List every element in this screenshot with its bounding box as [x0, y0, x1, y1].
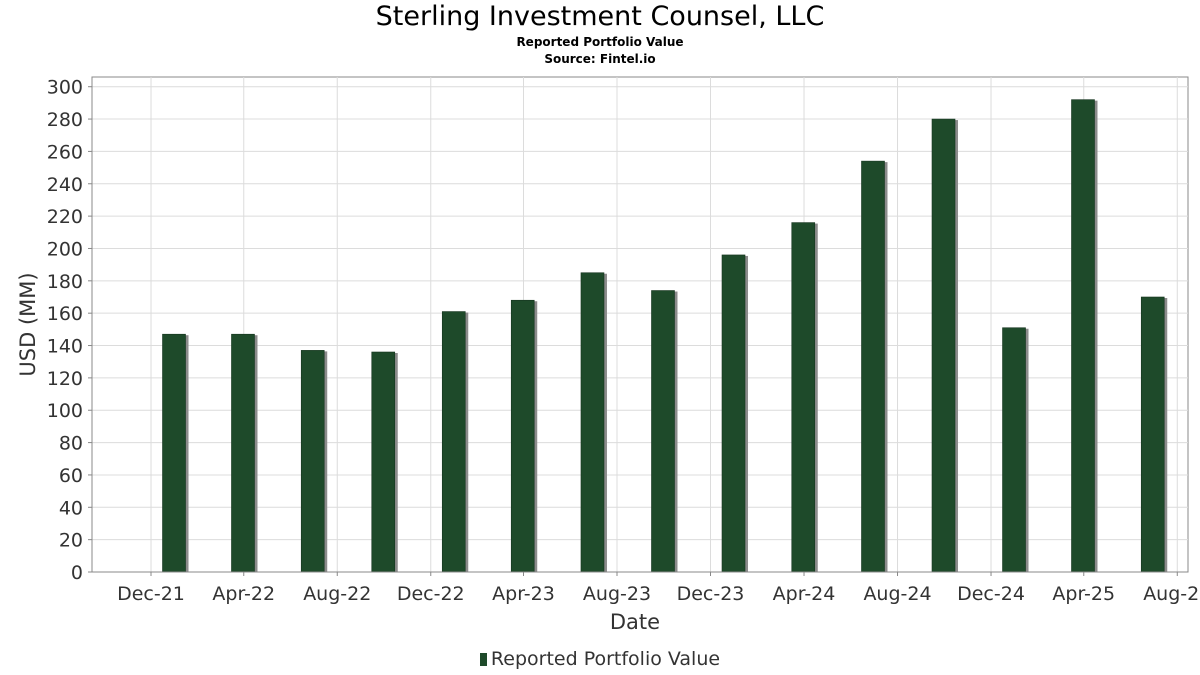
bar	[580, 272, 605, 573]
y-tick-label: 300	[47, 77, 83, 99]
y-tick-label: 180	[47, 271, 83, 293]
bar	[510, 299, 535, 573]
legend-swatch	[479, 653, 487, 666]
bar	[791, 222, 816, 573]
bar	[931, 118, 956, 573]
x-tick-label: Aug-23	[583, 583, 651, 605]
y-tick-label: 240	[47, 174, 83, 196]
bar	[441, 311, 466, 573]
x-tick-label: Aug-22	[303, 583, 371, 605]
bar	[1002, 327, 1026, 573]
y-tick-label: 40	[59, 497, 83, 519]
x-tick-label: Dec-22	[397, 583, 465, 605]
x-tick-label: Apr-23	[492, 583, 555, 605]
x-tick-label: Aug-25	[1143, 583, 1200, 605]
bar	[162, 333, 186, 573]
x-tick-label: Apr-22	[212, 583, 275, 605]
axes: 0 20 40 60 80 100 120 140 160 180 200 220 240 260 280 3…	[47, 77, 1200, 605]
bar	[721, 254, 746, 573]
bar	[1140, 296, 1165, 573]
bar	[861, 160, 885, 573]
x-tick-label: Apr-24	[773, 583, 836, 605]
x-tick-label: Apr-25	[1052, 583, 1115, 605]
x-axis-title: Date	[610, 610, 660, 634]
y-tick-label: 160	[47, 303, 83, 325]
x-tick-label: Dec-21	[117, 583, 185, 605]
y-tick-label: 80	[59, 433, 83, 455]
y-axis-title: USD (MM)	[16, 272, 40, 376]
bar	[300, 350, 325, 573]
bar	[1071, 99, 1095, 573]
bar	[371, 351, 396, 573]
bars	[162, 99, 1168, 573]
y-tick-label: 100	[47, 400, 83, 422]
y-tick-label: 140	[47, 336, 83, 358]
chart-subtitle: Reported Portfolio Value	[516, 35, 684, 49]
bar	[231, 333, 255, 573]
legend: Reported Portfolio Value	[0, 648, 1200, 670]
y-tick-label: 20	[59, 530, 83, 552]
legend-label: Reported Portfolio Value	[490, 648, 721, 670]
x-tick-label: Dec-24	[957, 583, 1025, 605]
x-tick-label: Dec-23	[677, 583, 745, 605]
y-tick-label: 0	[71, 562, 83, 584]
y-tick-label: 120	[47, 368, 83, 390]
chart-source: Source: Fintel.io	[544, 52, 656, 66]
chart-title: Sterling Investment Counsel, LLC	[375, 1, 825, 32]
y-tick-label: 280	[47, 109, 83, 131]
y-tick-label: 260	[47, 141, 83, 163]
x-tick-label: Aug-24	[863, 583, 931, 605]
bar	[651, 290, 675, 573]
y-tick-label: 60	[59, 465, 83, 487]
bar-chart: 0 20 40 60 80 100 120 140 160 180 200 220 240 260 280 3…	[16, 76, 1200, 634]
y-tick-label: 220	[47, 206, 83, 228]
y-tick-label: 200	[47, 238, 83, 260]
